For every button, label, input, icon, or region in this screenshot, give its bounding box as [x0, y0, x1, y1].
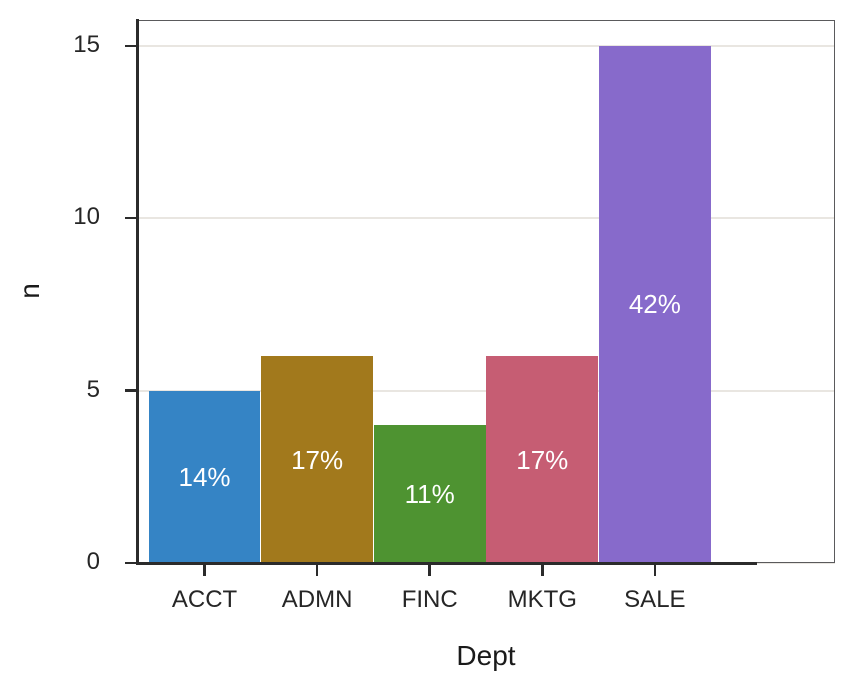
bar-label-mktg: 17%: [516, 444, 569, 475]
x-tick-label-admn: ADMN: [281, 586, 353, 613]
y-tick: [125, 561, 136, 565]
y-tick-label: 5: [86, 375, 100, 403]
y-tick-label: 15: [73, 30, 100, 58]
bar-label-sale: 42%: [628, 289, 681, 320]
x-axis-title: Dept: [456, 640, 516, 671]
panel-border: [137, 20, 835, 563]
x-tick: [428, 564, 431, 576]
bar-acct: [148, 390, 261, 563]
y-tick: [125, 216, 136, 220]
gridline-y10: [137, 217, 835, 220]
bar-sale: [599, 45, 711, 563]
x-tick: [203, 564, 206, 576]
y-tick: [125, 44, 136, 48]
x-tick-label-acct: ACCT: [171, 586, 238, 613]
y-axis-line: [135, 19, 139, 565]
x-axis-line: [135, 561, 757, 565]
x-tick: [541, 564, 544, 576]
bar-label-finc: 11%: [404, 479, 455, 510]
gridline-y5: [137, 389, 835, 392]
bar-label-admn: 17%: [291, 444, 344, 475]
bar-label-acct: 14%: [178, 461, 231, 492]
x-tick: [315, 564, 319, 576]
x-tick-label-finc: FINC: [401, 586, 458, 613]
bar-finc: [373, 425, 486, 563]
x-tick-label-sale: SALE: [624, 586, 686, 613]
gridline-y15: [137, 44, 835, 47]
x-tick: [653, 564, 657, 576]
y-axis-title: n: [14, 283, 45, 299]
x-tick-label-mktg: MKTG: [507, 586, 577, 613]
bar-admn: [261, 356, 373, 563]
y-tick-label: 0: [86, 548, 100, 576]
bar-mktg: [486, 356, 599, 563]
plot-panel: 14% 17% 11% 17% 42%: [137, 20, 835, 564]
y-tick-label: 10: [73, 203, 100, 231]
y-tick: [125, 389, 136, 392]
